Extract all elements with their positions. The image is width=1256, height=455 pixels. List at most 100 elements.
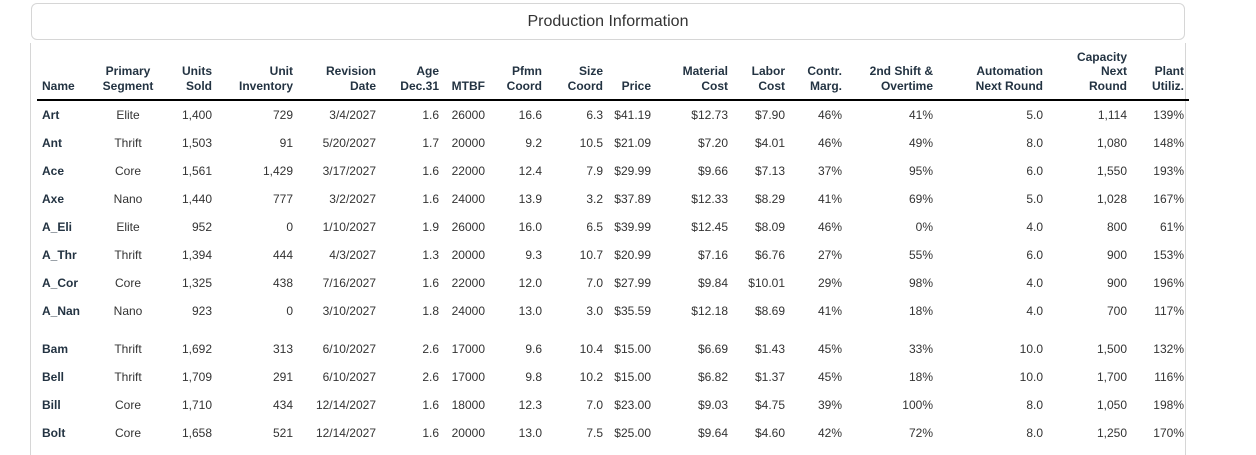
cell-material-cost: $7.20 <box>697 136 728 151</box>
cell-second-shift-overtime: 0% <box>915 220 933 235</box>
cell-pfmn-coord: 13.9 <box>518 192 542 207</box>
cell-second-shift-overtime: 18% <box>908 370 933 385</box>
cell-second-shift-overtime: 49% <box>908 136 933 151</box>
cell-automation-next-round: 4.0 <box>1026 304 1043 319</box>
cell-automation-next-round: 5.0 <box>1026 192 1043 207</box>
cell-capacity-next-round: 1,114 <box>1097 108 1127 123</box>
cell-labor-cost: $4.01 <box>754 136 785 151</box>
cell-primary-segment: Thrift <box>114 136 142 151</box>
product-name-cell: Ant <box>42 136 62 151</box>
cell-labor-cost: $8.09 <box>754 220 785 235</box>
cell-automation-next-round: 6.0 <box>1026 248 1043 263</box>
cell-units-sold: 1,440 <box>181 192 212 207</box>
cell-age-dec31: 1.6 <box>422 192 439 207</box>
cell-revision-date: 7/16/2027 <box>322 276 376 291</box>
table-row: Bolt Core 1,658 521 12/14/2027 1.6 20000 13.0 7.… <box>37 419 1189 447</box>
cell-price: $15.00 <box>614 370 651 385</box>
cell-unit-inventory: 444 <box>272 248 293 263</box>
product-name-cell: A_Eli <box>42 220 73 235</box>
cell-plant-utiliz: 139% <box>1153 108 1184 123</box>
cell-primary-segment: Core <box>114 398 141 413</box>
cell-material-cost: $12.45 <box>691 220 728 235</box>
cell-contr-marg: 37% <box>817 164 842 179</box>
cell-age-dec31: 1.9 <box>422 220 439 235</box>
cell-automation-next-round: 6.0 <box>1026 164 1043 179</box>
cell-units-sold: 1,394 <box>181 248 212 263</box>
cell-second-shift-overtime: 55% <box>908 248 933 263</box>
cell-mtbf: 20000 <box>451 136 485 151</box>
cell-mtbf: 24000 <box>451 304 485 319</box>
col-header-units-sold: Units Sold <box>161 47 217 102</box>
cell-material-cost: $9.64 <box>697 426 728 441</box>
col-header-plant-utiliz: Plant Utiliz. <box>1132 47 1189 102</box>
cell-size-coord: 6.3 <box>586 108 603 123</box>
product-name-cell: Bill <box>42 398 61 413</box>
cell-labor-cost: $1.37 <box>754 370 785 385</box>
cell-unit-inventory: 91 <box>279 136 293 151</box>
cell-automation-next-round: 4.0 <box>1026 220 1043 235</box>
col-header-unit-inventory: Unit Inventory <box>217 47 298 102</box>
table-row: A_Eli Elite 952 0 1/10/2027 1.9 26000 16.0 6.5 $3… <box>37 213 1189 241</box>
cell-capacity-next-round: 1,050 <box>1096 398 1127 413</box>
cell-price: $41.19 <box>614 108 651 123</box>
col-header-mtbf: MTBF <box>444 47 490 102</box>
cell-plant-utiliz: 198% <box>1153 398 1184 413</box>
group-spacer-row <box>37 325 1189 335</box>
production-table-panel: Name Primary Segment Units Sold Unit Invent… <box>30 43 1189 455</box>
cell-capacity-next-round: 1,700 <box>1096 370 1127 385</box>
cell-size-coord: 10.2 <box>579 370 603 385</box>
cell-labor-cost: $4.75 <box>754 398 785 413</box>
cell-price: $27.99 <box>614 276 651 291</box>
col-header-name: Name <box>37 47 95 102</box>
cell-pfmn-coord: 16.0 <box>518 220 542 235</box>
cell-units-sold: 952 <box>191 220 212 235</box>
col-header-primary-segment: Primary Segment <box>95 47 161 102</box>
production-table: Name Primary Segment Units Sold Unit Invent… <box>37 47 1189 447</box>
cell-age-dec31: 1.7 <box>422 136 439 151</box>
cell-second-shift-overtime: 41% <box>908 108 933 123</box>
cell-price: $35.59 <box>614 304 651 319</box>
cell-primary-segment: Thrift <box>114 248 142 263</box>
cell-unit-inventory: 1,429 <box>262 164 293 179</box>
col-header-second-shift-overtime: 2nd Shift & Overtime <box>847 47 938 102</box>
cell-plant-utiliz: 170% <box>1153 426 1184 441</box>
cell-primary-segment: Elite <box>116 220 140 235</box>
cell-primary-segment: Core <box>114 426 141 441</box>
cell-mtbf: 17000 <box>451 370 485 385</box>
table-row: A_Cor Core 1,325 438 7/16/2027 1.6 22000 12.0 7.… <box>37 269 1189 297</box>
cell-pfmn-coord: 9.2 <box>525 136 542 151</box>
cell-unit-inventory: 434 <box>272 398 293 413</box>
product-name-cell: A_Cor <box>42 276 79 291</box>
cell-second-shift-overtime: 33% <box>908 342 933 357</box>
cell-primary-segment: Elite <box>116 108 140 123</box>
cell-size-coord: 10.7 <box>579 248 603 263</box>
product-name-cell: A_Nan <box>42 304 81 319</box>
cell-age-dec31: 1.6 <box>422 164 439 179</box>
cell-revision-date: 3/2/2027 <box>329 192 376 207</box>
cell-contr-marg: 46% <box>817 220 842 235</box>
cell-size-coord: 3.2 <box>586 192 603 207</box>
cell-labor-cost: $1.43 <box>754 342 785 357</box>
cell-age-dec31: 1.6 <box>422 426 439 441</box>
cell-plant-utiliz: 167% <box>1153 192 1184 207</box>
report-title-card: Production Information <box>31 3 1185 40</box>
cell-plant-utiliz: 193% <box>1153 164 1184 179</box>
cell-size-coord: 3.0 <box>586 304 603 319</box>
cell-revision-date: 6/10/2027 <box>322 342 376 357</box>
cell-pfmn-coord: 9.3 <box>525 248 542 263</box>
product-name-cell: Axe <box>42 192 65 207</box>
cell-automation-next-round: 10.0 <box>1019 342 1043 357</box>
cell-plant-utiliz: 196% <box>1153 276 1184 291</box>
cell-pfmn-coord: 9.6 <box>525 342 542 357</box>
cell-units-sold: 1,503 <box>181 136 212 151</box>
table-header-row: Name Primary Segment Units Sold Unit Invent… <box>37 47 1189 102</box>
cell-size-coord: 7.0 <box>586 398 603 413</box>
page-title: Production Information <box>527 12 689 30</box>
cell-contr-marg: 46% <box>817 108 842 123</box>
cell-price: $37.89 <box>614 192 651 207</box>
cell-price: $23.00 <box>614 398 651 413</box>
cell-units-sold: 1,692 <box>181 342 212 357</box>
cell-revision-date: 12/14/2027 <box>315 426 376 441</box>
cell-mtbf: 24000 <box>451 192 485 207</box>
cell-unit-inventory: 0 <box>286 304 293 319</box>
